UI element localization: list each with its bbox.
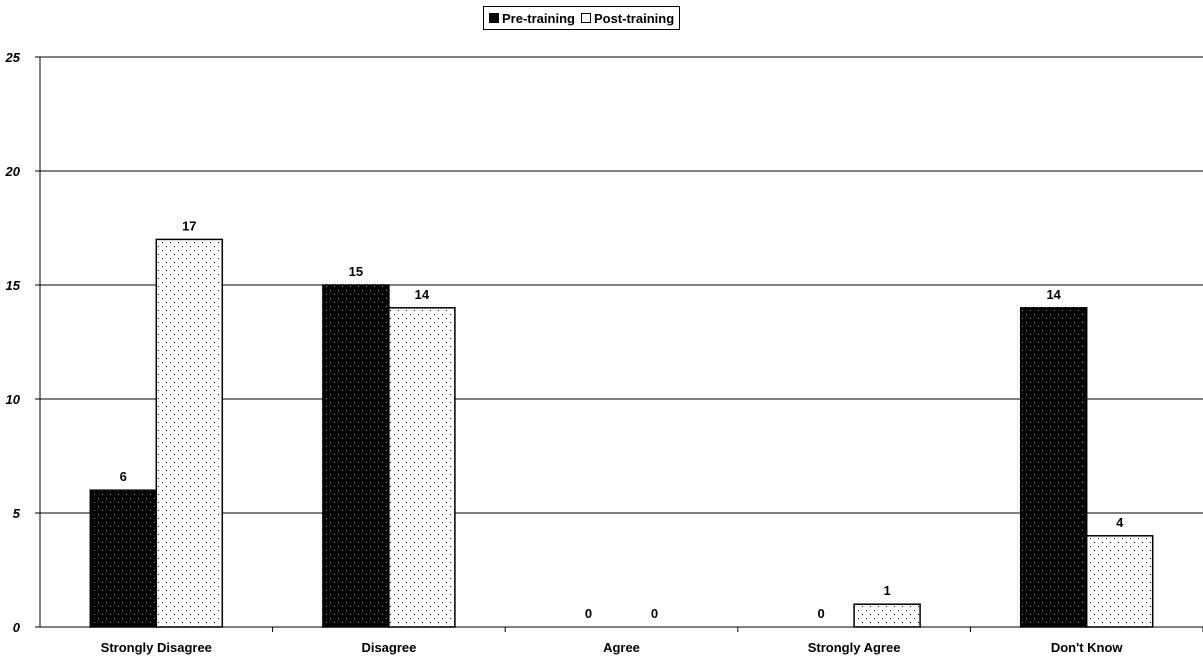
data-label-post-2: 0 — [651, 606, 658, 621]
data-label-pre-1: 15 — [349, 264, 363, 279]
y-axis-ticks: 0 5 10 15 20 25 — [5, 50, 40, 635]
legend-swatch-post — [580, 13, 591, 23]
y-tick-label: 5 — [13, 506, 21, 521]
data-labels: 6 17 15 14 0 0 0 1 14 4 — [120, 218, 1124, 621]
x-tick-label: Strongly Disagree — [101, 640, 212, 655]
bar-pre-0 — [89, 489, 158, 628]
data-label-post-1: 14 — [415, 287, 430, 302]
data-label-pre-2: 0 — [585, 606, 592, 621]
x-tick-label: Don't Know — [1051, 640, 1124, 655]
bar-post-3 — [853, 603, 921, 628]
y-tick-label: 25 — [5, 50, 21, 65]
data-label-post-3: 1 — [883, 583, 890, 598]
y-tick-label: 0 — [13, 620, 21, 635]
bar-post-4 — [1085, 535, 1154, 628]
legend-item-pre: Pre-training — [489, 11, 575, 26]
bar-post-1 — [388, 307, 456, 628]
y-tick-label: 20 — [5, 164, 21, 179]
data-label-pre-4: 14 — [1046, 287, 1061, 302]
x-axis-ticks: Strongly Disagree Disagree Agree Strongly A… — [101, 627, 1203, 655]
legend-label-pre: Pre-training — [502, 10, 575, 26]
bars — [89, 238, 1154, 628]
legend: Pre-training Post-training — [483, 6, 681, 30]
data-label-post-4: 4 — [1116, 515, 1124, 530]
x-tick-label: Agree — [603, 640, 640, 655]
y-tick-label: 15 — [6, 278, 21, 293]
legend-label-post: Post-training — [593, 10, 675, 26]
axes — [39, 57, 1203, 628]
x-tick-label: Disagree — [361, 640, 416, 655]
data-label-pre-3: 0 — [817, 606, 824, 621]
gridlines — [40, 56, 1203, 514]
bar-pre-4 — [1019, 307, 1088, 628]
y-tick-label: 10 — [6, 392, 21, 407]
legend-swatch-pre — [489, 13, 499, 23]
data-label-pre-0: 6 — [120, 469, 127, 484]
bar-post-0 — [155, 238, 224, 628]
bar-pre-1 — [322, 284, 390, 628]
x-tick-label: Strongly Agree — [808, 640, 901, 655]
legend-item-post: Post-training — [580, 10, 675, 26]
data-label-post-0: 17 — [182, 218, 196, 233]
